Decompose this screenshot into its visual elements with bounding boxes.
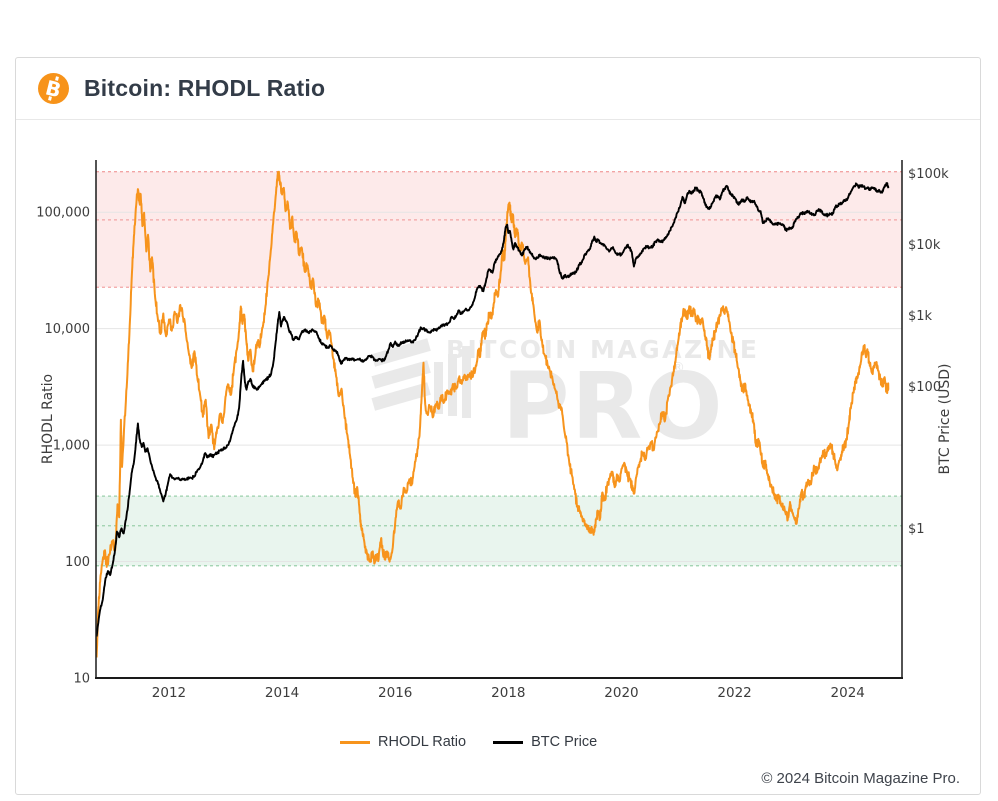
- x-tick-label: 2014: [265, 685, 299, 701]
- x-tick-label: 2020: [604, 685, 638, 701]
- left-tick-label: 100,000: [36, 206, 90, 221]
- series-rhodl-ratio: [96, 170, 890, 658]
- page-title: Bitcoin: RHODL Ratio: [84, 75, 326, 101]
- left-tick-label: 100: [65, 555, 90, 570]
- series-btc-price: [96, 182, 890, 637]
- watermark-text-2: PRO: [502, 353, 724, 460]
- x-tick-label: 2018: [491, 685, 525, 701]
- right-tick-label: $100: [908, 380, 941, 395]
- legend-label-btc: BTC Price: [531, 734, 598, 750]
- right-tick-label: $100k: [908, 167, 949, 182]
- legend-label-rhodl: RHODL Ratio: [378, 734, 467, 750]
- left-tick-label: 10,000: [45, 322, 91, 337]
- legend-item-btc[interactable]: BTC Price: [493, 734, 597, 750]
- bitcoin-logo-icon: B: [38, 73, 69, 104]
- right-tick-label: $1: [908, 522, 925, 537]
- legend-item-rhodl[interactable]: RHODL Ratio: [340, 734, 466, 750]
- legend-swatch-rhodl-line: [340, 740, 370, 744]
- left-tick-label: 1,000: [53, 439, 90, 454]
- right-tick-label: $1k: [908, 309, 933, 324]
- chart-legend: RHODL Ratio BTC Price: [340, 734, 597, 750]
- undervalued-band: [96, 496, 902, 566]
- x-tick-label: 2012: [152, 685, 186, 701]
- left-axis-title: RHODL Ratio: [40, 374, 56, 464]
- copyright-text: © 2024 Bitcoin Magazine Pro.: [761, 770, 960, 787]
- right-axis-title: BTC Price (USD): [937, 363, 953, 474]
- overheated-band: [96, 171, 902, 288]
- x-tick-label: 2022: [717, 685, 751, 701]
- legend-swatch-btc-line: [493, 740, 524, 744]
- right-tick-label: $10k: [908, 238, 941, 253]
- x-tick-label: 2024: [831, 685, 865, 701]
- card-header: B Bitcoin: RHODL Ratio: [16, 58, 980, 120]
- left-tick-label: 10: [73, 672, 90, 687]
- x-tick-label: 2016: [378, 685, 412, 701]
